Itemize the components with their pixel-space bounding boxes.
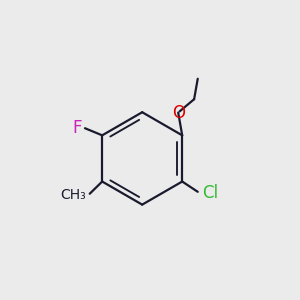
Text: O: O [172,103,185,122]
Text: Cl: Cl [202,184,218,202]
Text: CH₃: CH₃ [61,188,86,202]
Text: F: F [72,119,82,137]
